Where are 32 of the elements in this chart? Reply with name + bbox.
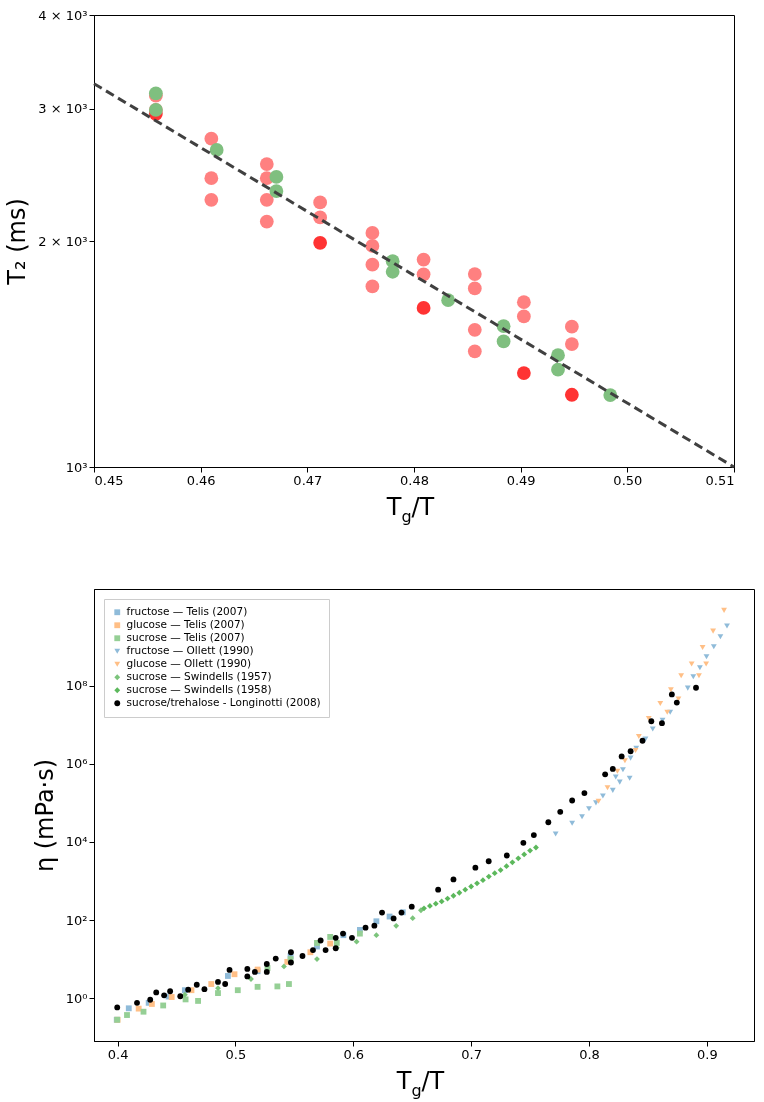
x-tick-label: 0.6	[343, 1046, 365, 1062]
y-tick-label: 10⁸	[65, 678, 88, 694]
legend-label: sucrose/trehalose - Longinotti (2008)	[126, 696, 321, 709]
y-tick-label: 10²	[65, 912, 88, 928]
x-tick-label: 0.9	[697, 1046, 718, 1062]
y-tick-label: 10⁶	[65, 756, 88, 772]
legend-label: sucrose — Swindells (1958)	[126, 683, 272, 696]
y-axis-title: η (mPa·s)	[30, 758, 59, 873]
y-tick-label: 2 × 10³	[38, 233, 88, 249]
y-tick-label: 10⁴	[65, 834, 88, 850]
x-tick-label: 0.7	[461, 1046, 482, 1062]
x-tick-label: 0.5	[225, 1046, 247, 1062]
x-tick-label: 0.45	[94, 472, 124, 488]
y-tick-label: 10³	[65, 459, 88, 475]
legend-label: glucose — Telis (2007)	[126, 618, 245, 631]
x-tick-label: 0.49	[506, 472, 536, 488]
y-tick-label: 3 × 10³	[38, 101, 88, 117]
y-axis-title: T₂ (ms)	[3, 198, 32, 286]
x-tick-label: 0.8	[579, 1046, 600, 1062]
legend-label: fructose — Ollett (1990)	[126, 644, 254, 657]
x-tick-label: 0.4	[107, 1046, 129, 1062]
x-tick-label: 0.48	[400, 472, 429, 488]
x-tick-label: 0.50	[613, 472, 643, 488]
legend-label: sucrose — Telis (2007)	[126, 631, 245, 644]
y-tick-label: 4 × 10³	[38, 7, 88, 23]
legend-label: fructose — Telis (2007)	[126, 605, 248, 618]
x-tick-label: 0.46	[186, 472, 216, 488]
x-tick-label: 0.51	[705, 472, 735, 488]
y-tick-label: 10⁰	[65, 990, 88, 1006]
legend-label: sucrose — Swindells (1957)	[126, 670, 272, 683]
legend-label: glucose — Ollett (1990)	[126, 657, 252, 670]
x-tick-label: 0.47	[293, 472, 323, 488]
